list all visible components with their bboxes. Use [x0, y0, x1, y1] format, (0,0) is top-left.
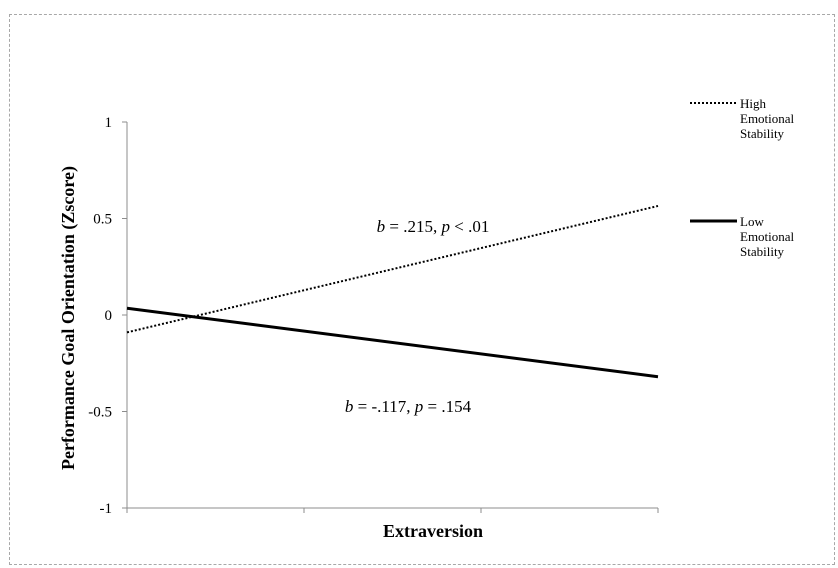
annotations: b = .215, p < .01 b = -.117, p = .154	[345, 217, 489, 416]
series-lines	[126, 204, 659, 379]
axes: 1 0.5 0 -0.5 -1	[88, 115, 659, 517]
regression-annotation: b = -.117, p = .154	[345, 397, 472, 416]
y-tick-label: 1	[105, 115, 113, 131]
y-axis-title: Performance Goal Orientation (Zscore)	[58, 166, 79, 470]
legend-label: Low Emotional Stability	[740, 214, 795, 259]
y-tick-label: -0.5	[88, 405, 112, 421]
legend-label: High Emotional Stability	[740, 96, 795, 141]
series-line-low	[126, 306, 659, 379]
y-tick-label: 0.5	[93, 212, 112, 228]
x-axis-title: Extraversion	[383, 521, 483, 541]
legend: High Emotional Stability Low Emotional Stabil…	[690, 96, 795, 259]
y-tick-label: -1	[100, 501, 113, 517]
regression-annotation: b = .215, p < .01	[377, 217, 490, 236]
chart-frame	[9, 14, 835, 565]
series-line-high	[126, 204, 659, 334]
y-tick-label: 0	[105, 308, 113, 324]
